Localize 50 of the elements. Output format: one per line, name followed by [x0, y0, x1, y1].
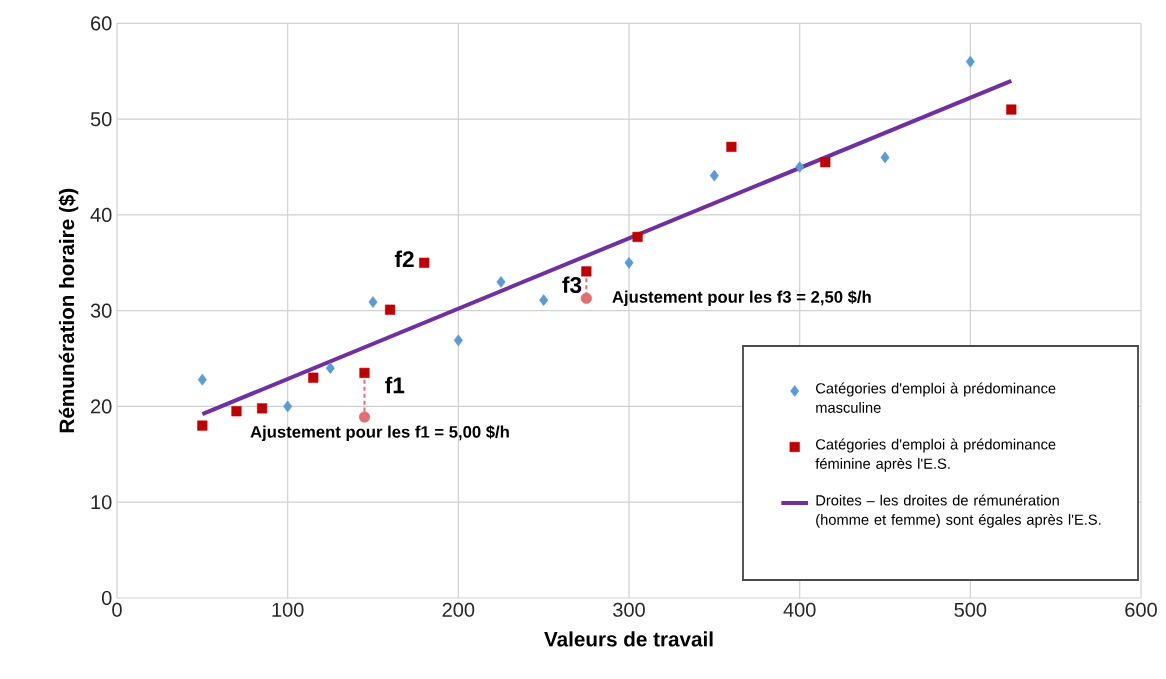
point — [580, 292, 592, 304]
point — [358, 411, 371, 423]
annotation: f2 — [394, 250, 414, 267]
point — [880, 151, 890, 164]
annotation: Ajustement pour les f3 = 2,50 $/h — [612, 290, 871, 307]
point — [385, 304, 396, 315]
y-tick-label: 40 — [90, 207, 112, 222]
point — [795, 161, 805, 173]
point — [283, 400, 293, 413]
y-tick-label: 0 — [101, 590, 112, 606]
y-tick-label: 50 — [90, 112, 112, 127]
y-axis-title: Rémunération horaire ($) — [58, 188, 79, 433]
x-tick-label: 300 — [613, 602, 645, 617]
point — [496, 276, 506, 288]
x-tick-label: 0 — [112, 602, 122, 617]
point — [624, 256, 634, 269]
point — [632, 231, 643, 242]
point — [325, 362, 335, 374]
annotation: Ajustement pour les f1 = 5,00 $/h — [250, 425, 509, 442]
y-tick-label: 10 — [91, 495, 112, 510]
point — [197, 373, 207, 386]
x-tick-label: 400 — [783, 602, 816, 617]
legend-label: Catégories d'emploi à prédominance masculine — [816, 382, 1056, 413]
point — [709, 169, 719, 182]
point — [257, 403, 268, 414]
point — [965, 55, 975, 68]
point — [368, 296, 378, 308]
y-tick-label: 20 — [91, 399, 112, 414]
point — [359, 367, 370, 378]
point — [197, 420, 208, 431]
point — [453, 334, 463, 347]
point — [539, 294, 549, 306]
point — [820, 157, 831, 168]
x-tick-label: 200 — [442, 602, 475, 617]
point — [726, 141, 737, 152]
x-tick-label: 500 — [954, 602, 987, 617]
point — [1006, 104, 1017, 115]
point — [308, 372, 319, 383]
x-tick-label: 100 — [272, 602, 304, 617]
point — [581, 266, 592, 277]
annotation: f1 — [385, 376, 405, 394]
point — [419, 257, 430, 268]
x-axis-title: Valeurs de travail — [544, 631, 713, 647]
annotation: f3 — [562, 276, 582, 294]
x-tick-label: 600 — [1125, 602, 1157, 617]
legend-label: Catégories d'emploi à prédominance féminine après l'E.S. — [815, 438, 1056, 472]
y-tick-label: 30 — [90, 303, 112, 318]
point — [231, 406, 242, 417]
legend-label: Droites – les droites de rémunération (homme et femme) sont égales après l'E.S. — [816, 494, 1101, 528]
y-tick-label: 60 — [91, 16, 112, 31]
